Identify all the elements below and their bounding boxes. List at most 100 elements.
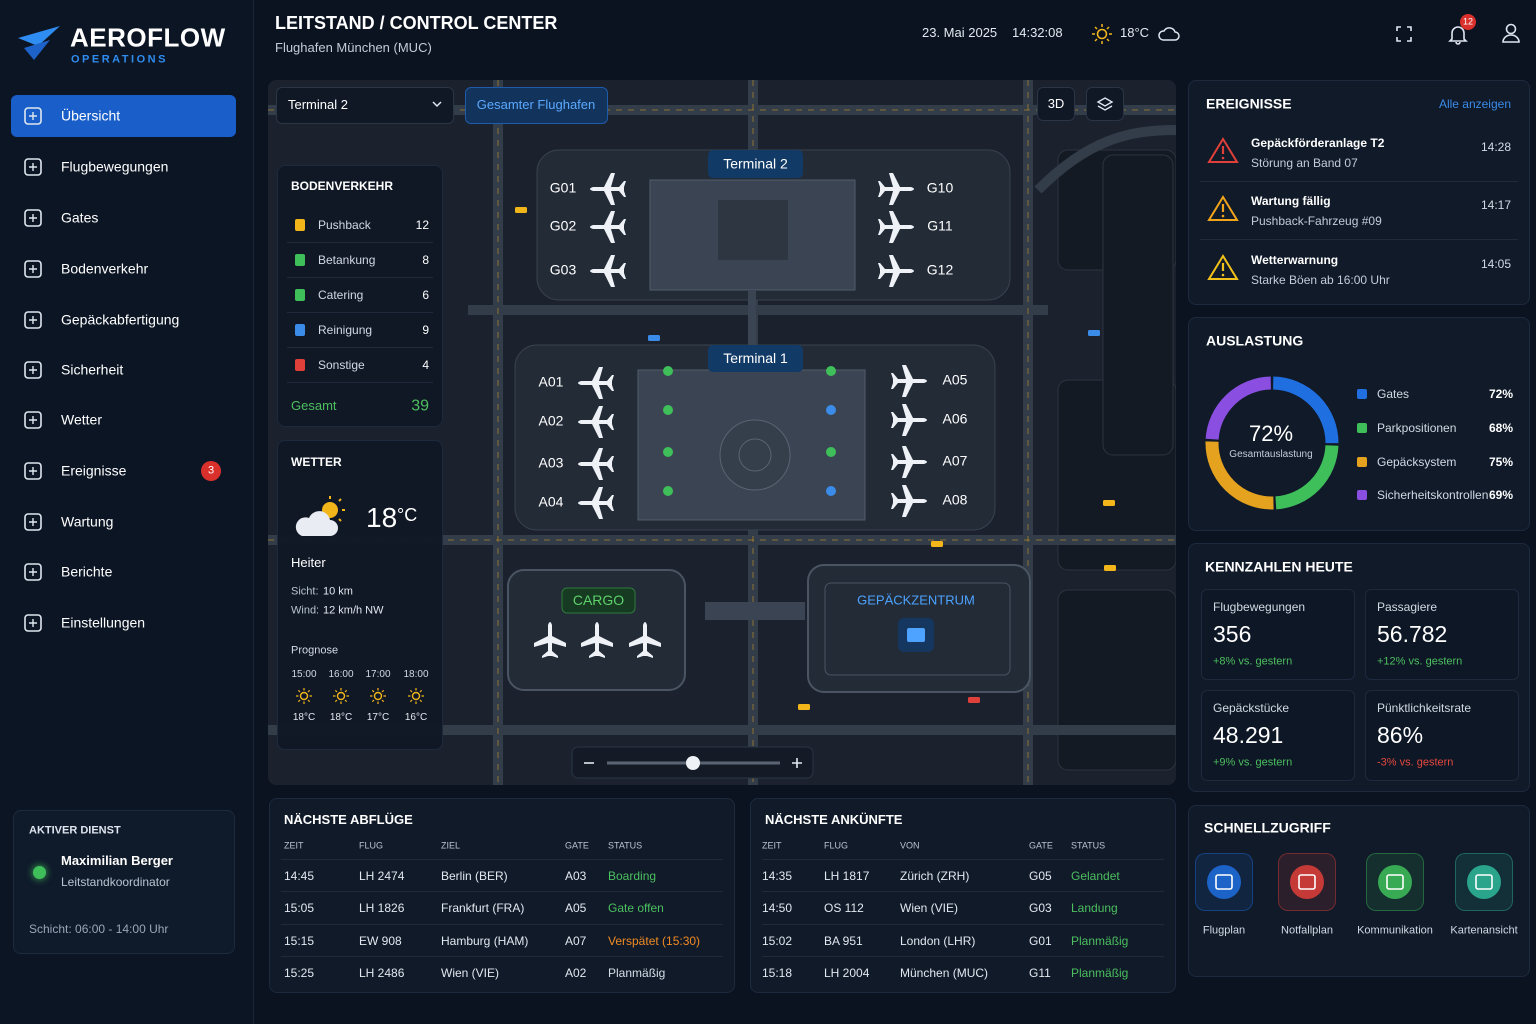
- column-header: ZEIT: [762, 840, 782, 851]
- vehicle-icon: [295, 324, 305, 336]
- aircraft-body: [891, 485, 927, 517]
- gate-label: A06: [943, 411, 968, 427]
- map-label: Terminal 1: [723, 350, 788, 366]
- kpi-change: -3% vs. gestern: [1377, 756, 1454, 769]
- forecast-temp: 16°C: [404, 712, 428, 723]
- visibility: 10 km: [323, 585, 353, 598]
- nav-item[interactable]: Berichte: [61, 563, 113, 580]
- brand-sub: OPERATIONS: [71, 53, 168, 66]
- quick-access-icon: [1378, 865, 1412, 899]
- cell: 15:15: [284, 933, 315, 948]
- page-subtitle: Flughafen München (MUC): [275, 40, 432, 56]
- cell: 15:05: [284, 900, 315, 915]
- cell: 15:18: [762, 965, 793, 980]
- status: Boarding: [608, 868, 657, 883]
- vehicle-icon: [295, 359, 305, 371]
- kpi-value: 356: [1213, 621, 1252, 648]
- aircraft: [878, 173, 914, 205]
- terminal2-core: [718, 200, 788, 260]
- legend-label: Gates: [1377, 386, 1410, 401]
- column-header: GATE: [1029, 840, 1053, 851]
- events-link[interactable]: Alle anzeigen: [1438, 96, 1511, 111]
- nav-item[interactable]: Wetter: [61, 411, 102, 428]
- gate-label: A03: [539, 455, 564, 471]
- divider: [762, 891, 1164, 892]
- scope-button[interactable]: [465, 87, 608, 124]
- forecast-temp: 18°C: [329, 712, 353, 723]
- divider: [287, 277, 433, 278]
- nav-active-bg: [11, 95, 236, 137]
- duty-name: Maximilian Berger: [61, 853, 173, 869]
- cell: EW 908: [359, 933, 402, 948]
- nav-item[interactable]: Gepäckabfertigung: [61, 311, 180, 328]
- legend-value: 69%: [1488, 487, 1513, 502]
- status: Landung: [1071, 900, 1118, 915]
- aircraft: [878, 255, 914, 287]
- quick-access-label[interactable]: Flugplan: [1202, 924, 1246, 937]
- panel-title: EREIGNISSE: [1206, 95, 1292, 112]
- kpi-card: [1201, 690, 1355, 781]
- nav-item[interactable]: Gates: [61, 209, 99, 226]
- user-button[interactable]: [1502, 23, 1520, 43]
- column-header: VON: [900, 840, 920, 851]
- event-time: 14:28: [1480, 139, 1511, 154]
- aircraft: [578, 448, 614, 480]
- cell: G11: [1029, 965, 1051, 980]
- scope-label[interactable]: Gesamter Flughafen: [476, 97, 596, 113]
- vehicle-icon: [295, 219, 305, 231]
- cell: 14:50: [762, 900, 793, 915]
- nav-item[interactable]: Wartung: [61, 513, 114, 530]
- nav-item[interactable]: Übersicht: [61, 107, 121, 124]
- cell: 14:35: [762, 868, 793, 883]
- layers-button[interactable]: [1086, 87, 1124, 121]
- vehicle: [1104, 565, 1116, 571]
- arrivals-panel: [750, 798, 1176, 993]
- fullscreen-button[interactable]: [1396, 26, 1412, 42]
- quick-access-label[interactable]: Notfallplan: [1281, 924, 1333, 937]
- view-3d-label[interactable]: 3D: [1047, 96, 1065, 112]
- kpi-value: 56.782: [1377, 621, 1448, 648]
- forecast-time: 15:00: [291, 669, 317, 680]
- nav-item[interactable]: Einstellungen: [61, 614, 146, 631]
- forecast-time: 18:00: [403, 669, 429, 680]
- aircraft-body: [590, 255, 626, 287]
- terminal-select-label[interactable]: Terminal 2: [288, 97, 348, 113]
- nav-item[interactable]: Ereignisse: [61, 462, 127, 479]
- cell: A07: [565, 933, 587, 948]
- zoom-thumb: [686, 756, 700, 770]
- aircraft-body: [878, 255, 914, 287]
- divider: [281, 859, 723, 860]
- aircraft-body: [891, 404, 927, 436]
- forecast-title: Prognose: [291, 644, 339, 657]
- quick-access-label[interactable]: Kartenansicht: [1450, 924, 1518, 937]
- traffic-label: Catering: [318, 287, 364, 302]
- nav-item[interactable]: Sicherheit: [61, 361, 124, 378]
- gate-status: [663, 486, 673, 496]
- cell: G01: [1029, 933, 1052, 948]
- aircraft-body: [629, 622, 661, 658]
- aircraft: [578, 367, 614, 399]
- event-time: 14:05: [1480, 256, 1511, 271]
- map-label-bg: [708, 150, 803, 178]
- notifications-button[interactable]: [1448, 24, 1468, 45]
- taxiway: [1034, 125, 1176, 194]
- quick-access-label[interactable]: Kommunikation: [1357, 924, 1433, 937]
- gate-status: [663, 366, 673, 376]
- apron-block: [1057, 589, 1176, 771]
- vehicle: [648, 335, 660, 341]
- nav-item[interactable]: Flugbewegungen: [61, 158, 169, 175]
- kpi-label: Gepäckstücke: [1213, 700, 1290, 715]
- terminal-select[interactable]: [276, 87, 454, 124]
- cell: 15:25: [284, 965, 315, 980]
- date: 23. Mai 2025: [922, 25, 998, 41]
- view-3d-button[interactable]: [1037, 87, 1075, 121]
- nav-item[interactable]: Bodenverkehr: [61, 260, 149, 277]
- apron-block: [1102, 154, 1174, 456]
- legend-swatch: [1357, 490, 1367, 500]
- aircraft: [534, 622, 566, 658]
- divider: [287, 382, 433, 383]
- terminal1-hub: [719, 419, 791, 491]
- divider: [762, 859, 1164, 860]
- page-title: LEITSTAND / CONTROL CENTER: [275, 13, 558, 34]
- aircraft-body: [878, 211, 914, 243]
